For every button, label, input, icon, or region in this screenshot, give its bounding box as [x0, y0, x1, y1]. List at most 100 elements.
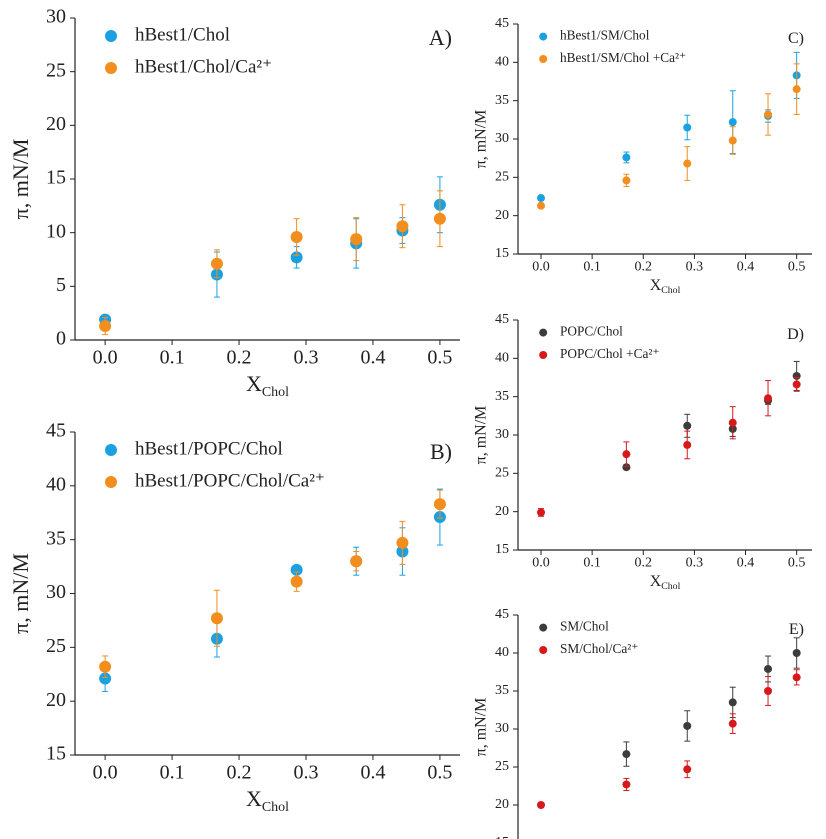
point [622, 780, 631, 789]
point [728, 136, 737, 145]
x-axis-label-main: X [650, 277, 662, 294]
panel-label: A) [429, 25, 452, 50]
point [350, 555, 363, 568]
point [99, 660, 112, 673]
point [764, 664, 773, 673]
x-tick-label: 0.1 [583, 556, 601, 571]
point [99, 672, 112, 685]
point [622, 750, 631, 759]
y-tick-label: 30 [495, 427, 509, 442]
y-tick-label: 25 [46, 635, 66, 657]
point [728, 418, 737, 427]
point [728, 698, 737, 707]
point [764, 394, 773, 403]
x-axis-label-sub: Chol [661, 285, 680, 296]
y-tick-label: 45 [495, 312, 509, 327]
y-tick-label: 45 [495, 607, 509, 622]
point [764, 687, 773, 695]
x-tick-label: 0.0 [93, 762, 118, 784]
y-axis-label: π, mN/M [8, 139, 33, 220]
y-tick-label: 30 [495, 131, 509, 146]
x-tick-label: 0.3 [686, 260, 704, 275]
point [728, 118, 737, 127]
x-axis-label: XChol [650, 573, 681, 592]
x-tick-label: 0.0 [93, 347, 118, 369]
point [622, 450, 631, 459]
legend-marker [539, 32, 548, 41]
point [792, 649, 801, 657]
x-tick-label: 0.1 [160, 347, 185, 369]
y-tick-label: 35 [46, 527, 66, 549]
x-tick-label: 0.5 [788, 556, 806, 571]
y-tick-label: 25 [46, 59, 66, 81]
legend-marker [105, 30, 117, 42]
legend-label: POPC/Chol [560, 324, 623, 339]
point [433, 498, 446, 511]
y-tick-label: 20 [495, 504, 509, 519]
x-axis-label-main: X [650, 573, 662, 590]
point [433, 212, 446, 225]
x-tick-label: 0.0 [532, 556, 550, 571]
x-tick-label: 0.1 [160, 762, 185, 784]
point [210, 612, 223, 625]
x-axis-label: XChol [246, 371, 289, 400]
point [99, 320, 112, 333]
x-tick-label: 0.5 [427, 347, 452, 369]
y-tick-label: 25 [495, 170, 509, 185]
point [396, 220, 409, 233]
point [622, 463, 631, 472]
y-tick-label: 20 [46, 689, 66, 711]
point [537, 194, 546, 203]
panel-label: B) [430, 439, 452, 464]
point [350, 233, 363, 246]
y-tick-label: 30 [46, 6, 66, 28]
point [728, 719, 737, 728]
x-axis-label: XChol [246, 786, 289, 815]
legend-label: POPC/Chol +Ca²⁺ [560, 346, 659, 361]
x-axis-label-sub: Chol [661, 581, 680, 592]
point [792, 673, 801, 682]
x-axis-label: XChol [650, 277, 681, 296]
point [683, 159, 692, 168]
legend-label: SM/Chol [560, 619, 609, 634]
point [290, 575, 303, 588]
x-axis-label-main: X [246, 371, 262, 396]
y-tick-label: 20 [46, 113, 66, 135]
x-tick-label: 0.5 [427, 762, 452, 784]
y-tick-label: 15 [46, 167, 66, 189]
point [683, 721, 692, 730]
point [683, 765, 692, 774]
y-tick-label: 20 [495, 797, 509, 812]
x-tick-label: 0.4 [360, 347, 385, 369]
y-tick-label: 15 [495, 246, 509, 261]
x-tick-label: 0.4 [360, 762, 385, 784]
point [537, 801, 546, 809]
y-tick-label: 25 [495, 466, 509, 481]
y-tick-label: 0 [56, 328, 66, 350]
y-tick-label: 45 [495, 16, 509, 31]
y-tick-label: 30 [495, 721, 509, 736]
point [622, 176, 631, 185]
y-tick-label: 15 [495, 542, 509, 557]
legend-marker [539, 328, 548, 337]
legend-label: hBest1/Chol/Ca²⁺ [135, 56, 272, 77]
x-axis-label-sub: Chol [262, 385, 289, 400]
point [622, 153, 631, 162]
y-tick-label: 40 [495, 55, 509, 70]
legend-label: hBest1/Chol [135, 24, 230, 45]
legend-marker [539, 351, 548, 359]
y-tick-label: 35 [495, 683, 509, 698]
x-tick-label: 0.4 [737, 556, 755, 571]
x-tick-label: 0.2 [635, 556, 653, 571]
legend-marker [539, 623, 548, 632]
y-tick-label: 30 [46, 581, 66, 603]
point [290, 230, 303, 243]
legend-label: hBest1/POPC/Chol [135, 438, 283, 459]
point [537, 508, 546, 517]
legend-marker [105, 62, 117, 74]
x-tick-label: 0.1 [583, 260, 601, 275]
legend-label: hBest1/SM/Chol [560, 28, 650, 43]
legend-label: hBest1/SM/Chol +Ca²⁺ [560, 50, 686, 65]
